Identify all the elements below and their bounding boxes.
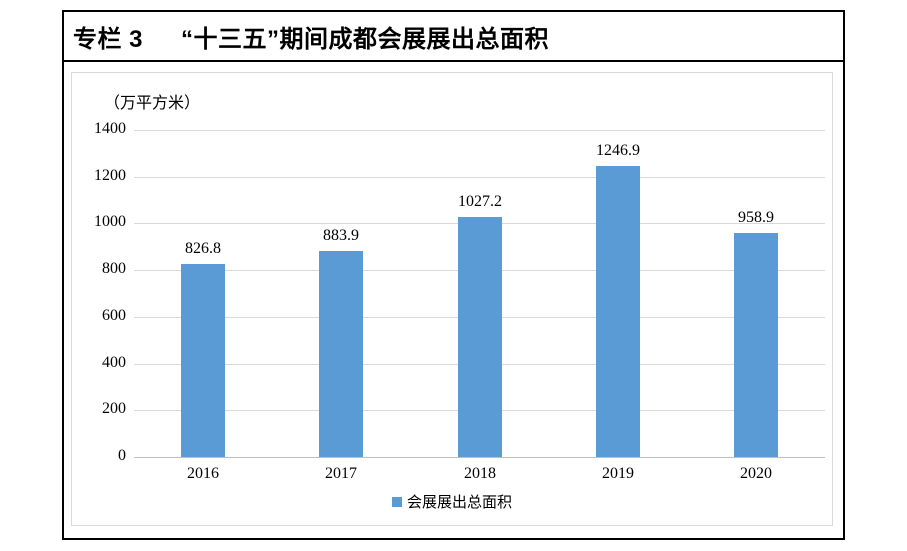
y-axis-unit-label: （万平方米） [104, 95, 201, 112]
data-label-2018: 1027.2 [458, 193, 502, 210]
panel: 专栏 3 “十三五”期间成都会展展出总面积 （万平方米） 826.8 883.9 1… [62, 10, 845, 540]
bar-2020 [734, 233, 778, 457]
y-tick-label: 600 [102, 307, 126, 324]
y-tick-label: 0 [118, 447, 126, 464]
x-tick-label-2019: 2019 [602, 465, 634, 482]
y-tick-label: 400 [102, 354, 126, 371]
panel-title-main: “十三五”期间成都会展展出总面积 [181, 25, 550, 53]
y-tick-label: 1400 [94, 120, 126, 137]
gridline [134, 130, 825, 131]
data-label-2017: 883.9 [323, 227, 359, 244]
y-tick-label: 200 [102, 400, 126, 417]
legend-label: 会展展出总面积 [406, 495, 512, 511]
panel-title-prefix: 专栏 3 [73, 25, 144, 53]
bar-2016 [181, 264, 225, 457]
legend: 会展展出总面积 [72, 491, 832, 512]
x-tick-label-2016: 2016 [187, 465, 219, 482]
bar-chart: （万平方米） 826.8 883.9 1027.2 1246.9 958.9 会展展出总… [71, 72, 833, 526]
bar-2017 [319, 251, 363, 457]
bar-2018 [458, 217, 502, 457]
y-tick-label: 1000 [94, 213, 126, 230]
y-tick-label: 800 [102, 260, 126, 277]
bar-2019 [596, 166, 640, 457]
data-label-2020: 958.9 [738, 209, 774, 226]
legend-marker-icon [391, 496, 402, 507]
y-tick-label: 1200 [94, 167, 126, 184]
gridline [134, 177, 825, 178]
data-label-2019: 1246.9 [596, 142, 640, 159]
x-axis-line [134, 457, 825, 458]
x-tick-label-2017: 2017 [325, 465, 357, 482]
plot-area: 826.8 883.9 1027.2 1246.9 958.9 [134, 130, 825, 458]
data-label-2016: 826.8 [185, 240, 221, 257]
panel-title: 专栏 3 “十三五”期间成都会展展出总面积 [64, 12, 843, 62]
x-tick-label-2018: 2018 [464, 465, 496, 482]
x-tick-label-2020: 2020 [740, 465, 772, 482]
